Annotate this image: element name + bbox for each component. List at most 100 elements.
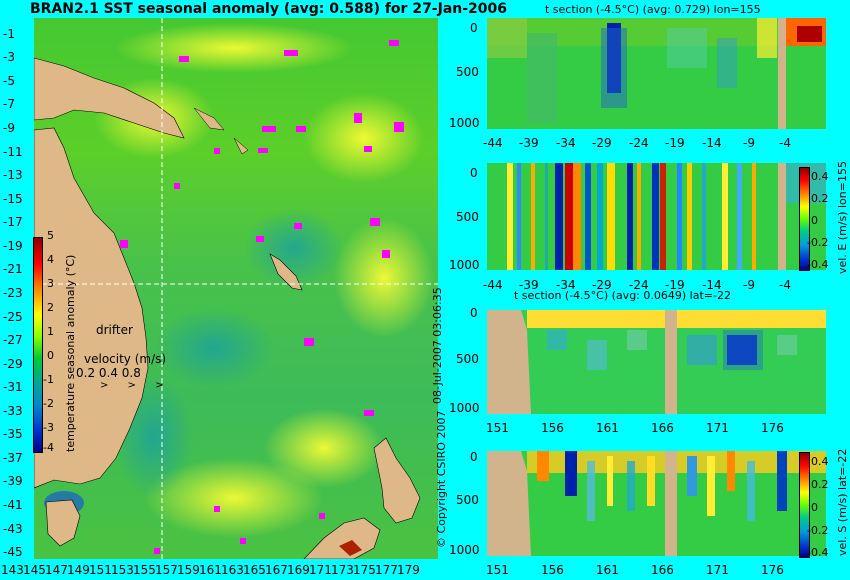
y-tick: 500 bbox=[456, 65, 479, 79]
cbar-tick: -0.4 bbox=[807, 546, 829, 559]
x-tick: -24 bbox=[629, 278, 649, 292]
lat-tick: -5 bbox=[3, 74, 15, 88]
lat-tick: -33 bbox=[3, 404, 23, 418]
lon-tick: 143 bbox=[1, 563, 24, 577]
cbar-tick: 0.4 bbox=[811, 455, 829, 468]
cbar-tick: -0.4 bbox=[807, 258, 829, 271]
lat-tick: -25 bbox=[3, 310, 23, 324]
colorbar-tick: -4 bbox=[43, 441, 54, 454]
x-tick: -4 bbox=[779, 278, 791, 292]
lat-tick: -15 bbox=[3, 192, 23, 206]
colorbar-label: temperature seasonal anomaly (°C) bbox=[64, 254, 77, 452]
x-tick: -34 bbox=[556, 278, 576, 292]
vel-south-label: vel. S (m/s) lat=-22 bbox=[836, 448, 849, 556]
velocity-values: 0.2 0.4 0.8 bbox=[76, 366, 141, 380]
x-tick: -9 bbox=[743, 278, 755, 292]
copyright-text: © Copyright CSIRO 2007 bbox=[435, 410, 448, 548]
x-tick: -44 bbox=[483, 136, 503, 150]
velocity-label: velocity (m/s) bbox=[84, 352, 167, 366]
lat-tick: -41 bbox=[3, 498, 23, 512]
x-tick: -24 bbox=[629, 136, 649, 150]
y-tick: 500 bbox=[456, 210, 479, 224]
y-tick: 500 bbox=[456, 352, 479, 366]
x-tick: -14 bbox=[702, 278, 722, 292]
lon-tick: 173 bbox=[331, 563, 354, 577]
x-tick: 176 bbox=[761, 421, 784, 435]
lat-tick: -7 bbox=[3, 97, 15, 111]
colorbar-tick: 4 bbox=[47, 253, 54, 266]
x-tick: -34 bbox=[556, 136, 576, 150]
lon-tick: 165 bbox=[243, 563, 266, 577]
lat-tick: -35 bbox=[3, 427, 23, 441]
y-tick: 1000 bbox=[449, 116, 480, 130]
sst-anomaly-map[interactable] bbox=[34, 18, 438, 559]
lon-tick: 161 bbox=[199, 563, 222, 577]
x-tick: 156 bbox=[541, 563, 564, 577]
map-colorbar bbox=[33, 237, 43, 453]
cbar-tick: 0.4 bbox=[811, 170, 829, 183]
cbar-tick: 0.2 bbox=[811, 478, 829, 491]
vel-east-label: vel. E (m/s) lon=155 bbox=[836, 161, 849, 274]
colorbar-tick: 5 bbox=[47, 229, 54, 242]
cbar-tick: -0.2 bbox=[807, 236, 829, 249]
colorbar-tick: -2 bbox=[43, 397, 54, 410]
lat-tick: -31 bbox=[3, 380, 23, 394]
x-tick: 171 bbox=[706, 421, 729, 435]
lon-tick: 167 bbox=[265, 563, 288, 577]
x-tick: -14 bbox=[702, 136, 722, 150]
vel-south-lat-plot[interactable] bbox=[487, 451, 826, 556]
x-tick: -19 bbox=[665, 136, 685, 150]
lat-tick: -39 bbox=[3, 474, 23, 488]
lon-tick: 155 bbox=[133, 563, 156, 577]
lat-tick: -27 bbox=[3, 333, 23, 347]
lon-tick: 157 bbox=[155, 563, 178, 577]
x-tick: 161 bbox=[596, 421, 619, 435]
t-section-lon-plot[interactable] bbox=[487, 18, 826, 129]
lat-tick: -13 bbox=[3, 168, 23, 182]
x-tick: -39 bbox=[519, 136, 539, 150]
timestamp-text: 08-Jul-2007 03:06:35 bbox=[431, 287, 444, 404]
lon-tick: 153 bbox=[111, 563, 134, 577]
x-tick: 171 bbox=[706, 563, 729, 577]
vel-east-colorbar bbox=[799, 167, 810, 271]
x-tick: 176 bbox=[761, 563, 784, 577]
lat-tick: -3 bbox=[3, 50, 15, 64]
vel-east-lon-plot[interactable] bbox=[487, 163, 826, 270]
y-tick: 1000 bbox=[449, 543, 480, 557]
lon-tick: 169 bbox=[287, 563, 310, 577]
lat-tick: -29 bbox=[3, 357, 23, 371]
colorbar-tick: 3 bbox=[47, 277, 54, 290]
lat-tick: -21 bbox=[3, 262, 23, 276]
lon-tick: 163 bbox=[221, 563, 244, 577]
colorbar-tick: -3 bbox=[43, 421, 54, 434]
y-tick: 1000 bbox=[449, 258, 480, 272]
x-tick: 161 bbox=[596, 563, 619, 577]
x-tick: -29 bbox=[592, 278, 612, 292]
x-tick: 166 bbox=[651, 563, 674, 577]
lat-tick: -37 bbox=[3, 451, 23, 465]
lat-tick: -17 bbox=[3, 215, 23, 229]
colorbar-tick: -1 bbox=[43, 373, 54, 386]
lat-tick: -19 bbox=[3, 239, 23, 253]
x-tick: -9 bbox=[743, 136, 755, 150]
lat-tick: -43 bbox=[3, 522, 23, 536]
x-tick: 156 bbox=[541, 421, 564, 435]
colorbar-tick: 2 bbox=[47, 301, 54, 314]
panel-title: t section (-4.5°C) (avg: 0.0649) lat=-22 bbox=[514, 289, 731, 302]
lon-tick: 175 bbox=[353, 563, 376, 577]
y-tick: 0 bbox=[470, 166, 478, 180]
y-tick: 0 bbox=[470, 450, 478, 464]
drifter-label: drifter bbox=[96, 323, 133, 337]
lon-tick: 149 bbox=[67, 563, 90, 577]
colorbar-tick: 0 bbox=[47, 349, 54, 362]
cbar-tick: 0 bbox=[811, 214, 818, 227]
map-title: BRAN2.1 SST seasonal anomaly (avg: 0.588… bbox=[30, 1, 508, 17]
y-tick: 0 bbox=[470, 306, 478, 320]
x-tick: -39 bbox=[519, 278, 539, 292]
x-tick: 166 bbox=[651, 421, 674, 435]
t-section-lat-plot[interactable] bbox=[487, 310, 826, 414]
lat-tick: -45 bbox=[3, 545, 23, 559]
y-tick: 0 bbox=[470, 21, 478, 35]
lon-tick: 159 bbox=[177, 563, 200, 577]
velocity-arrows: > > > bbox=[100, 380, 172, 391]
